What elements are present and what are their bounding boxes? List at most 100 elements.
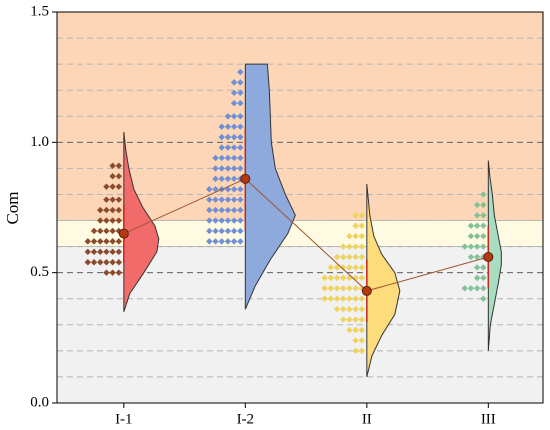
- data-dot: [206, 217, 213, 224]
- violin: [487, 160, 502, 351]
- data-dot: [321, 274, 328, 282]
- data-dot: [109, 196, 116, 203]
- data-dot: [480, 274, 487, 282]
- data-dot: [237, 186, 244, 193]
- data-dot: [237, 217, 244, 224]
- data-dot: [340, 305, 347, 313]
- data-dot: [109, 162, 116, 169]
- data-dot: [230, 79, 238, 86]
- violin: [366, 183, 401, 378]
- data-dot: [333, 285, 341, 292]
- data-dot: [90, 259, 98, 266]
- data-dot: [358, 222, 366, 229]
- data-dot: [237, 144, 244, 151]
- data-dot: [346, 326, 353, 334]
- data-dot: [346, 316, 353, 323]
- data-dot: [212, 154, 219, 162]
- x-tick-label: I-1: [115, 411, 133, 427]
- data-dot: [340, 253, 347, 261]
- data-dot: [346, 305, 353, 313]
- data-dot: [212, 196, 219, 203]
- data-dot: [352, 295, 359, 302]
- data-dot: [84, 248, 92, 256]
- data-dot: [97, 238, 104, 245]
- data-dot: [467, 253, 475, 261]
- data-dot: [230, 154, 238, 162]
- data-dot: [352, 222, 359, 229]
- data-dot: [346, 232, 353, 240]
- data-dot: [230, 165, 238, 172]
- data-dot: [103, 238, 110, 245]
- data-dot: [115, 259, 123, 266]
- data-dot: [237, 206, 244, 214]
- data-dot: [212, 238, 219, 245]
- x-tick-label: I-2: [237, 411, 255, 427]
- data-dot: [352, 253, 359, 261]
- data-dot: [352, 326, 359, 334]
- data-dot: [352, 212, 359, 219]
- data-dot: [212, 217, 219, 224]
- data-dot: [218, 154, 225, 162]
- data-dot: [352, 316, 359, 323]
- data-dot: [237, 89, 244, 97]
- data-dot: [224, 133, 232, 141]
- plot-frame: [56, 11, 544, 404]
- data-dot: [340, 285, 347, 292]
- data-dot: [346, 295, 353, 302]
- data-dot: [230, 238, 238, 245]
- data-dot: [358, 295, 366, 302]
- data-dot: [115, 162, 123, 169]
- data-dot: [206, 196, 213, 203]
- data-dot: [333, 305, 341, 313]
- data-dot: [109, 269, 116, 276]
- data-dot: [473, 243, 481, 250]
- data-dot: [480, 201, 487, 209]
- data-dot: [212, 186, 219, 193]
- x-tick-label: II: [362, 411, 372, 427]
- data-dot: [109, 183, 116, 190]
- data-dot: [473, 212, 481, 219]
- data-dot: [97, 248, 104, 256]
- data-dot: [230, 123, 238, 130]
- data-dot: [212, 165, 219, 172]
- data-dot: [109, 227, 116, 235]
- data-dot: [224, 123, 232, 130]
- data-dot: [340, 274, 347, 282]
- data-dot: [103, 269, 110, 276]
- data-dot: [237, 133, 244, 141]
- data-dot: [358, 347, 366, 355]
- data-dot: [224, 154, 232, 162]
- data-dot: [358, 274, 366, 282]
- data-dot: [109, 259, 116, 266]
- data-dot: [90, 227, 98, 235]
- data-dot: [218, 238, 225, 245]
- y-tick-label: 1.5: [30, 3, 49, 19]
- data-dot: [480, 232, 487, 240]
- data-dot: [230, 144, 238, 151]
- data-dot: [218, 165, 225, 172]
- data-dot: [352, 347, 359, 355]
- data-dot: [212, 227, 219, 235]
- data-dot: [358, 326, 366, 334]
- data-dot: [473, 201, 481, 209]
- data-dot: [109, 206, 116, 214]
- data-dot: [358, 337, 366, 344]
- data-dot: [333, 264, 341, 271]
- data-dot: [473, 264, 481, 271]
- data-dot: [473, 232, 481, 240]
- data-dot: [206, 227, 213, 235]
- data-dot: [333, 253, 341, 261]
- data-dot: [327, 295, 335, 302]
- data-dot: [230, 186, 238, 193]
- data-dot: [224, 144, 232, 151]
- data-dot: [224, 227, 232, 235]
- data-dot: [346, 243, 353, 250]
- data-dot: [480, 264, 487, 271]
- data-dot: [346, 264, 353, 271]
- data-dot: [218, 227, 225, 235]
- data-dot: [115, 238, 123, 245]
- data-dot: [218, 196, 225, 203]
- data-dot: [230, 100, 238, 107]
- data-dot: [230, 206, 238, 214]
